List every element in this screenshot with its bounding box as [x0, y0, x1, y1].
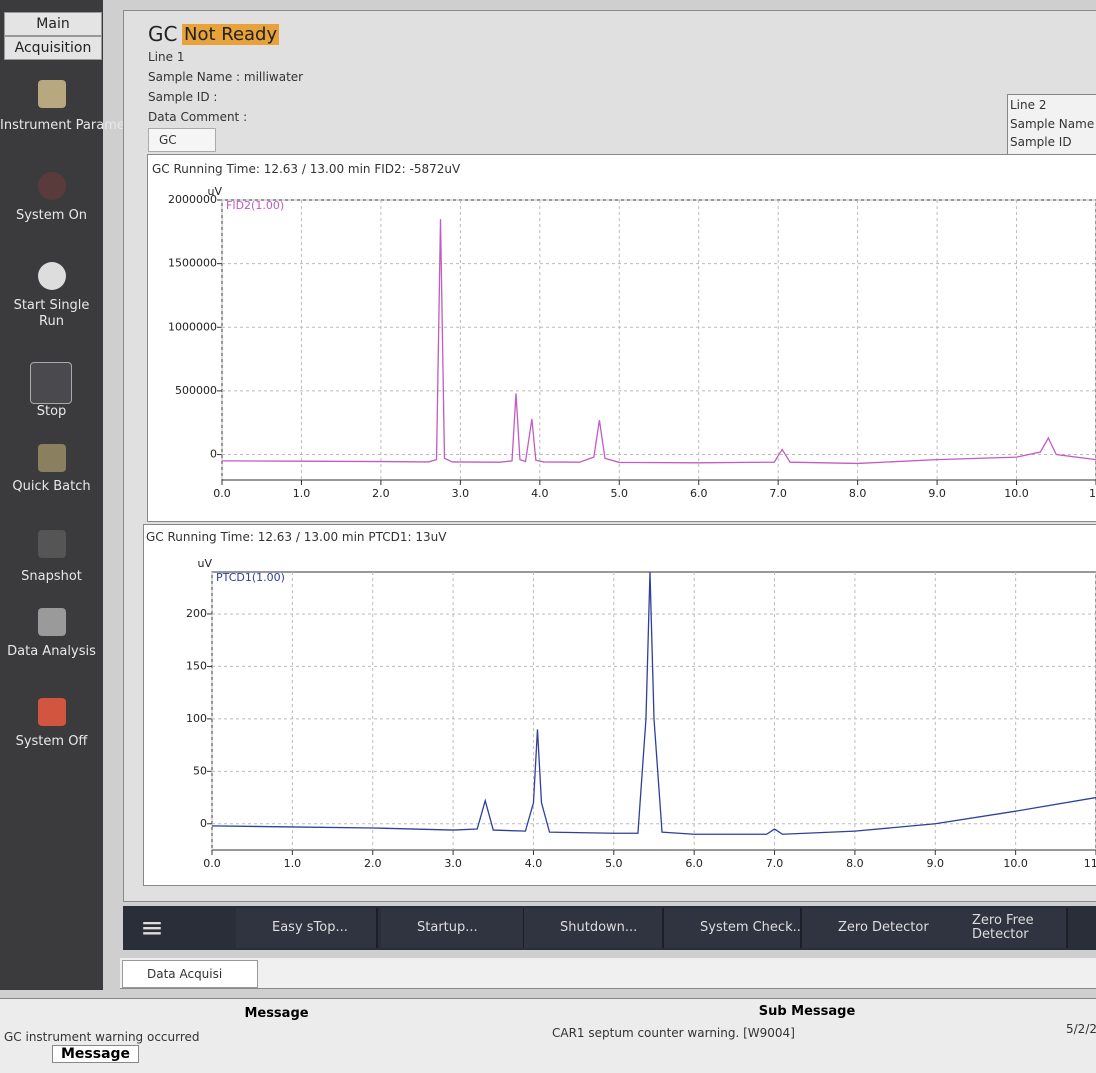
- icon: [38, 444, 66, 472]
- toolbar-button[interactable]: Startup...: [381, 908, 525, 948]
- tab[interactable]: GC: [148, 128, 216, 152]
- x-tick-label: 6.0: [690, 487, 708, 500]
- x-tick-label: 8.0: [846, 857, 864, 870]
- x-tick-label: 5.0: [611, 487, 629, 500]
- line-label: Line 1: [148, 50, 185, 64]
- x-tick-label: 3.0: [444, 857, 462, 870]
- sample-id: Sample ID :: [148, 90, 218, 104]
- x-tick-label: 10.0: [1004, 487, 1028, 500]
- icon: [30, 362, 72, 404]
- x-tick-label: 2.0: [364, 857, 382, 870]
- sample-id: Sample ID: [1010, 135, 1072, 149]
- y-tick-label: 0: [200, 817, 207, 830]
- y-tick-label: 1500000: [168, 257, 217, 270]
- data-line: [221, 219, 1096, 465]
- y-tick-label: 200: [186, 607, 207, 620]
- message-pane: [0, 998, 1096, 1073]
- legend-entry: FID2(1.00): [226, 199, 284, 212]
- column-header: Sub Message: [758, 1004, 856, 1019]
- chart: 0 500000 1000000 1500000 2000000 0.0 1.0 2.0 3.0…: [168, 185, 1096, 500]
- y-tick-label: 100: [186, 712, 207, 725]
- sub-message: CAR1 septum counter warning. [W9004]: [552, 1026, 795, 1040]
- snapshot[interactable]: Snapshot: [21, 569, 82, 584]
- toolbar-button[interactable]: Zero Free Detector: [936, 908, 1068, 948]
- x-tick-label: 4.0: [531, 487, 549, 500]
- sample-name: Sample Name : milliwater: [148, 70, 304, 84]
- legend-entry: PTCD1(1.00): [216, 571, 285, 584]
- chart: 0 50 100 150 200 0.0 1.0 2.0 3.0 4.0 5.0 6.0 7.0 8.0 9…: [186, 557, 1096, 870]
- stop[interactable]: Stop: [36, 404, 67, 419]
- start-single-run[interactable]: Start Single Run: [13, 298, 90, 329]
- chart-title: GC Running Time: 12.63 / 13.00 min PTCD1…: [146, 530, 447, 544]
- icon: [38, 608, 66, 636]
- document-tabs: [120, 958, 1096, 989]
- x-tick-label: 0.0: [203, 857, 221, 870]
- x-tick-label: 9.0: [928, 487, 946, 500]
- message-tab[interactable]: Message: [52, 1045, 140, 1063]
- sidebar-tab[interactable]: Acquisition: [4, 36, 102, 60]
- document-tab[interactable]: Data Acquisi: [122, 960, 258, 988]
- menu-button[interactable]: ≡: [140, 911, 164, 944]
- line-label: Line 2: [1010, 98, 1047, 112]
- status: Not Ready: [182, 24, 280, 45]
- data-line: [211, 571, 1096, 835]
- toolbar-button[interactable]: Zero Detector: [802, 908, 938, 948]
- x-tick-label: 9.0: [927, 857, 945, 870]
- x-tick-label: 3.0: [452, 487, 470, 500]
- system-off[interactable]: System Off: [15, 734, 88, 749]
- quick-batch[interactable]: Quick Batch: [12, 479, 91, 494]
- instrument-parameters[interactable]: Instrument Parameters: [0, 118, 151, 133]
- x-tick-label: 4.0: [525, 857, 543, 870]
- title: GC: [148, 22, 178, 46]
- icon: [38, 172, 66, 200]
- y-tick-label: 500000: [175, 384, 217, 397]
- toolbar-button[interactable]: System Check...: [664, 908, 805, 948]
- y-tick-label: 50: [193, 764, 207, 777]
- x-tick-label: 0.0: [213, 487, 231, 500]
- sidebar: Main Acquisition Instrument Parameters S…: [0, 0, 151, 990]
- chart-title: GC Running Time: 12.63 / 13.00 min FID2:…: [152, 162, 461, 176]
- sample-name: Sample Name : t: [1010, 117, 1096, 131]
- icon: [38, 80, 66, 108]
- message: GC instrument warning occurred: [4, 1030, 200, 1044]
- icon: [38, 530, 66, 558]
- x-tick-label: 1.0: [284, 857, 302, 870]
- x-tick-label: 8.0: [849, 487, 867, 500]
- y-axis-label: uV: [198, 557, 213, 570]
- x-tick-label: 11.0: [1084, 857, 1096, 870]
- x-tick-label: 10.0: [1003, 857, 1028, 870]
- date: 5/2/2: [1066, 1022, 1096, 1036]
- column-header: Message: [244, 1006, 309, 1021]
- icon: [38, 262, 66, 290]
- x-tick-label: 1.0: [293, 487, 311, 500]
- y-tick-label: 0: [210, 448, 217, 461]
- data-comment: Data Comment :: [148, 110, 248, 124]
- toolbar-button[interactable]: Shutdown...: [524, 908, 664, 948]
- y-tick-label: 150: [186, 659, 207, 672]
- plot-area: [221, 199, 1096, 481]
- x-tick-label: 7.0: [766, 857, 784, 870]
- icon: [38, 698, 66, 726]
- x-tick-label: 2.0: [372, 487, 390, 500]
- x-tick-label: 5.0: [605, 857, 623, 870]
- y-tick-label: 1000000: [168, 320, 217, 333]
- data-analysis[interactable]: Data Analysis: [7, 644, 96, 659]
- x-tick-label: 7.0: [769, 487, 787, 500]
- sidebar-tab[interactable]: Main: [4, 12, 102, 36]
- toolbar-button[interactable]: Easy sTop...: [236, 908, 378, 948]
- y-tick-label: 2000000: [168, 193, 217, 206]
- x-tick-label: 6.0: [685, 857, 703, 870]
- system-on[interactable]: System On: [15, 208, 88, 223]
- x-tick-label: 11: [1089, 487, 1096, 500]
- y-axis-label: uV: [208, 185, 223, 198]
